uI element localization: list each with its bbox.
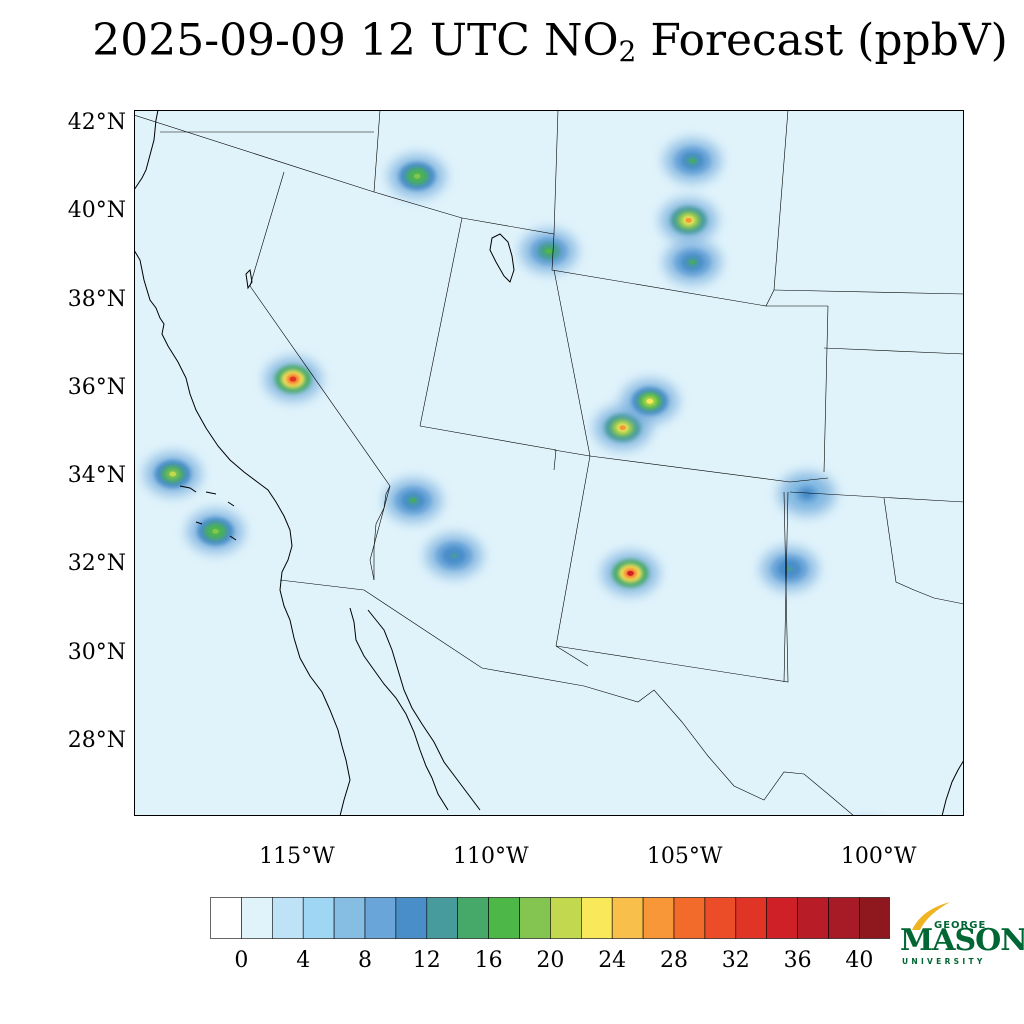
colorbar-tick-label: 32 <box>721 948 750 973</box>
colorbar <box>210 897 890 939</box>
colorbar-swatch <box>241 897 273 939</box>
coastline-gulf-of-mexico <box>941 759 964 816</box>
colorbar-tick-label: 40 <box>845 948 874 973</box>
colorbar-swatch <box>673 897 706 939</box>
no2-hotspot <box>621 379 679 424</box>
colorbar-swatch <box>210 897 242 939</box>
channel-islands <box>179 485 237 541</box>
great-salt-lake <box>489 233 515 283</box>
lat-label: 40°N <box>67 198 126 224</box>
no2-hotspot <box>663 138 722 183</box>
lon-label: 115°W <box>259 844 335 869</box>
colorbar-swatch <box>302 897 335 939</box>
no2-hotspot <box>594 405 652 450</box>
border-az-ca <box>369 485 391 581</box>
gmu-logo: GEORGE MASON UNIVERSITY <box>898 900 1024 970</box>
colorbar-swatch <box>704 897 737 939</box>
border-nm-mex <box>555 645 589 667</box>
colorbar-swatch <box>828 897 860 939</box>
no2-hotspot <box>384 478 442 523</box>
boundary-layer <box>134 110 964 816</box>
lon-label: 100°W <box>840 844 917 869</box>
title-prefix: 2025-09-09 12 UTC NO <box>92 15 619 66</box>
no2-hotspot <box>520 229 578 274</box>
colorbar-swatch <box>797 897 829 939</box>
colorbar-swatch <box>395 897 428 939</box>
colorbar-swatch <box>735 897 767 939</box>
no2-forecast-map <box>134 110 964 816</box>
no2-hotspot <box>663 240 722 285</box>
colorbar-tick-label: 8 <box>358 948 372 973</box>
lat-label: 34°N <box>67 463 126 489</box>
colorbar-tick-label: 12 <box>412 948 441 973</box>
lon-label: 105°W <box>646 844 723 869</box>
colorbar-swatch <box>766 897 798 939</box>
no2-hotspot <box>778 471 836 516</box>
border-ks-ok <box>823 347 964 355</box>
no2-hotspot <box>660 198 718 243</box>
lat-label: 38°N <box>67 286 126 312</box>
map-title: 2025-09-09 12 UTC NO2 Forecast (ppbV) <box>0 14 1024 68</box>
lat-label: 32°N <box>67 551 126 577</box>
border-nm-tx <box>555 491 789 683</box>
logo-mason: MASON <box>900 923 1024 958</box>
title-subscript: 2 <box>618 35 637 68</box>
colorbar-swatch <box>271 897 304 939</box>
lake-tahoe <box>245 268 253 290</box>
border-nv-ut <box>419 217 463 427</box>
colorbar-swatch <box>519 897 551 939</box>
colorbar-swatch <box>642 897 675 939</box>
no2-hotspot <box>264 357 322 402</box>
colorbar-swatch <box>364 897 397 939</box>
logo-university: UNIVERSITY <box>902 957 986 966</box>
no2-field-layer <box>144 138 836 596</box>
colorbar-swatch <box>426 897 459 939</box>
colorbar-tick-label: 4 <box>296 948 311 973</box>
colorbar-tick-label: 36 <box>783 948 812 973</box>
colorbar-swatch <box>333 897 366 939</box>
colorbar-swatch <box>550 897 582 939</box>
colorbar-swatch <box>580 897 613 939</box>
no2-hotspot <box>186 509 245 554</box>
title-suffix: Forecast (ppbV) <box>636 15 1008 66</box>
lat-label: 36°N <box>67 374 126 400</box>
border-az-nm <box>555 455 591 647</box>
colorbar-tick-label: 28 <box>660 948 688 973</box>
coastline <box>134 110 159 191</box>
border-co-nm <box>589 455 829 483</box>
coastline-baja-gulf <box>349 607 449 811</box>
colorbar-tick-label: 24 <box>598 948 627 973</box>
colorbar-swatch <box>457 897 489 939</box>
colorbar-swatch <box>488 897 520 939</box>
logo-swoosh-icon <box>912 902 950 930</box>
no2-hotspot <box>760 546 819 591</box>
map-frame <box>134 110 964 816</box>
border-co-ks <box>823 305 829 473</box>
map-panel <box>134 110 964 816</box>
border-id-wy <box>373 110 381 193</box>
lon-label: 110°W <box>453 844 529 869</box>
colorbar-swatch <box>859 897 890 939</box>
no2-hotspot <box>425 533 483 578</box>
colorbar-tick-label: 0 <box>234 948 249 973</box>
border-ut-az <box>419 425 557 471</box>
lat-label: 28°N <box>67 727 126 753</box>
colorbar-swatch <box>611 897 644 939</box>
lat-label: 30°N <box>67 639 126 665</box>
no2-hotspot <box>388 154 446 199</box>
logo-george: GEORGE <box>934 920 987 931</box>
map-background <box>134 110 964 816</box>
no2-hotspot <box>601 551 660 596</box>
coastline-california <box>134 249 351 816</box>
colorbar-tick-label: 16 <box>474 948 503 973</box>
border-tx-ok-red <box>883 497 964 605</box>
colorbar-tick-label: 20 <box>536 948 565 973</box>
border-ne-co <box>766 289 964 307</box>
lat-label: 42°N <box>67 110 126 136</box>
border-us-mexico <box>279 579 855 816</box>
coastline-mainland-mexico <box>367 609 481 811</box>
no2-hotspot <box>144 452 202 497</box>
